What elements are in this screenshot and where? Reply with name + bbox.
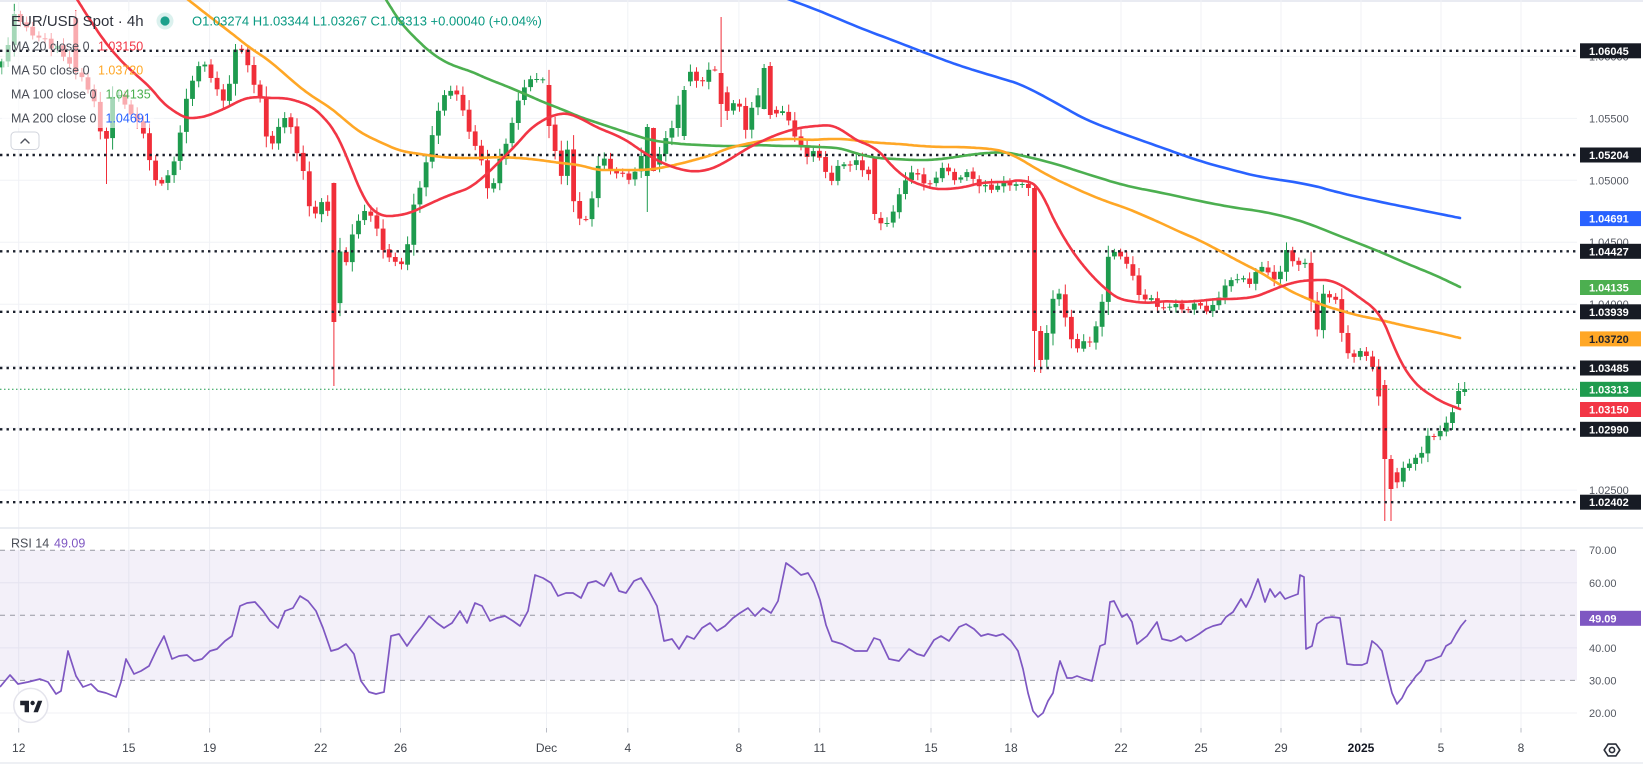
svg-text:26: 26 [394, 741, 408, 755]
svg-text:1.05000: 1.05000 [1589, 175, 1629, 187]
svg-text:1.04691: 1.04691 [1589, 214, 1629, 226]
svg-text:20.00: 20.00 [1589, 708, 1617, 720]
svg-text:Dec: Dec [536, 741, 557, 755]
svg-text:1.06045: 1.06045 [1589, 46, 1629, 58]
svg-text:2025: 2025 [1348, 741, 1375, 755]
svg-text:O1.03274 H1.03344 L1.03267 C1.: O1.03274 H1.03344 L1.03267 C1.03313 +0.0… [192, 14, 542, 29]
svg-text:EUR/USD Spot · 4h: EUR/USD Spot · 4h [11, 13, 144, 30]
svg-text:1.03313: 1.03313 [1589, 384, 1629, 396]
svg-text:29: 29 [1274, 741, 1288, 755]
svg-text:MA 200 close 01.04691: MA 200 close 0 1.04691 [11, 112, 151, 126]
svg-text:MA 20 close 01.03150: MA 20 close 0 1.03150 [11, 40, 143, 54]
svg-text:5: 5 [1438, 741, 1445, 755]
svg-text:1.03720: 1.03720 [1589, 334, 1629, 346]
svg-text:30.00: 30.00 [1589, 675, 1617, 687]
svg-text:1.03939: 1.03939 [1589, 307, 1629, 319]
svg-text:18: 18 [1004, 741, 1018, 755]
svg-text:MA 50 close 01.03720: MA 50 close 0 1.03720 [11, 64, 143, 78]
svg-text:1.05204: 1.05204 [1589, 150, 1630, 162]
svg-text:60.00: 60.00 [1589, 578, 1617, 590]
svg-text:70.00: 70.00 [1589, 545, 1617, 557]
svg-text:25: 25 [1194, 741, 1208, 755]
svg-text:22: 22 [314, 741, 328, 755]
svg-text:1.05500: 1.05500 [1589, 113, 1629, 125]
svg-text:8: 8 [736, 741, 743, 755]
svg-text:1.02500: 1.02500 [1589, 485, 1629, 497]
svg-text:1.04135: 1.04135 [1589, 283, 1629, 295]
svg-text:19: 19 [203, 741, 217, 755]
svg-text:4: 4 [624, 741, 631, 755]
svg-text:1.02402: 1.02402 [1589, 497, 1629, 509]
svg-text:8: 8 [1518, 741, 1525, 755]
svg-text:22: 22 [1114, 741, 1128, 755]
svg-text:1.03150: 1.03150 [1589, 405, 1629, 417]
svg-text:15: 15 [122, 741, 136, 755]
svg-text:49.09: 49.09 [1589, 613, 1617, 625]
svg-text:1.02990: 1.02990 [1589, 424, 1629, 436]
svg-text:40.00: 40.00 [1589, 643, 1617, 655]
svg-text:12: 12 [12, 741, 26, 755]
svg-text:15: 15 [924, 741, 938, 755]
svg-text:1.03485: 1.03485 [1589, 363, 1629, 375]
svg-text:MA 100 close 01.04135: MA 100 close 0 1.04135 [11, 88, 151, 102]
svg-text:1.04427: 1.04427 [1589, 246, 1629, 258]
svg-text:11: 11 [813, 741, 826, 755]
